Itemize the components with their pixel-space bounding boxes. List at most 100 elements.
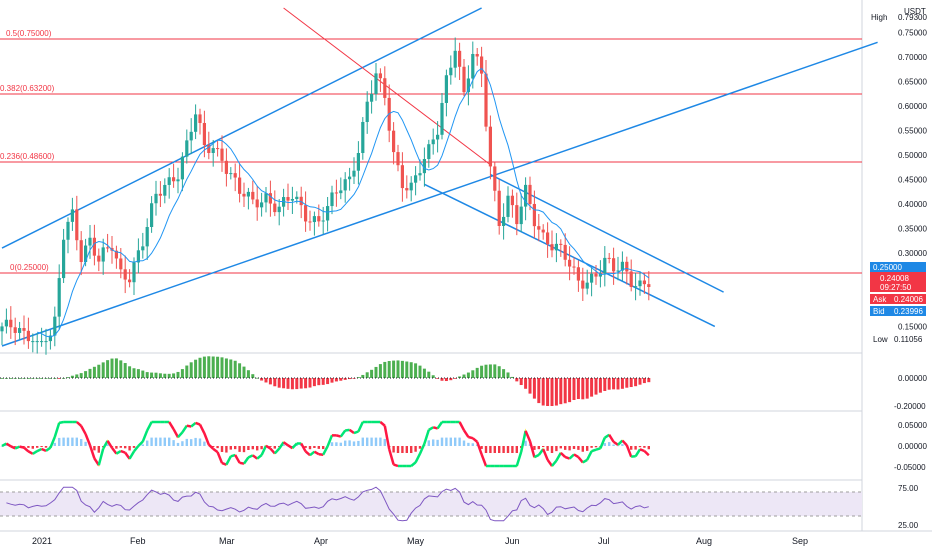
- candle-body: [502, 217, 505, 226]
- wave-bar: [146, 441, 148, 446]
- wave-bar: [555, 446, 557, 451]
- wave-bar: [507, 446, 509, 453]
- channel-line[interactable]: [2, 42, 878, 346]
- pane-separators: [0, 0, 932, 531]
- macd-bar: [229, 359, 232, 378]
- candle-body: [238, 178, 241, 194]
- wave-segment: [174, 429, 178, 437]
- wave-bar: [639, 446, 641, 447]
- candle-body: [203, 123, 206, 145]
- macd-bar: [287, 378, 290, 389]
- wave-bar: [379, 438, 381, 446]
- wave-segment: [77, 422, 81, 426]
- candle-body: [405, 188, 408, 190]
- wave-bar: [62, 438, 64, 446]
- wave-bar: [463, 441, 465, 446]
- macd-bar: [414, 363, 417, 378]
- macd-bar: [617, 378, 620, 389]
- wave-bar: [238, 446, 240, 452]
- candle-body: [264, 193, 267, 202]
- macd-bar: [317, 378, 320, 385]
- candle-body: [304, 205, 307, 221]
- wave-bar: [489, 446, 491, 453]
- candle-body: [440, 103, 443, 135]
- candle-body: [234, 173, 237, 177]
- candle-body: [537, 226, 540, 229]
- candle-body: [27, 331, 30, 341]
- wave-segment: [253, 455, 257, 458]
- wave-bar: [172, 440, 174, 446]
- macd-bar: [300, 378, 303, 389]
- time-tick: Jun: [505, 536, 520, 546]
- trend-channels[interactable]: [2, 8, 878, 346]
- fib-label-0.382: 0.382(0.63200): [0, 84, 55, 93]
- wave-segment: [583, 460, 587, 463]
- wave-bar: [181, 441, 183, 446]
- macd-bar: [419, 366, 422, 378]
- candle-body: [515, 205, 518, 224]
- candle-body: [634, 286, 637, 287]
- wave-bar: [502, 446, 504, 453]
- macd-bar: [106, 360, 109, 378]
- wave-segment: [213, 449, 217, 452]
- wave-bar: [450, 438, 452, 446]
- price-tick: 0.50000: [898, 151, 927, 160]
- wave-segment: [59, 422, 63, 423]
- candle-countdown: 09:27:50: [880, 283, 912, 292]
- candle-body: [146, 227, 149, 246]
- wave-bar: [634, 446, 636, 450]
- bid-value: 0.23996: [894, 307, 923, 316]
- macd-bar: [75, 374, 78, 378]
- fib-levels[interactable]: 0.5(0.75000) 0.382(0.63200) 0.236(0.4860…: [0, 29, 862, 273]
- wave-segment: [592, 450, 596, 451]
- wave-bar: [472, 443, 474, 446]
- wave-bar: [546, 446, 548, 451]
- wave-segment: [468, 437, 472, 438]
- macd-bar: [581, 378, 584, 399]
- wave-bar: [32, 446, 34, 449]
- wave-bar: [216, 446, 218, 448]
- price-axis[interactable]: USDT High 0.79300 0.750000.700000.650000…: [870, 7, 927, 344]
- candle-body: [229, 173, 232, 174]
- time-tick: Sep: [792, 536, 808, 546]
- macd-bar: [194, 360, 197, 378]
- candle-body: [242, 194, 245, 197]
- wave-bar: [344, 441, 346, 446]
- wave-bar: [406, 446, 408, 453]
- candle-body: [568, 260, 571, 267]
- wave-bar: [414, 446, 416, 452]
- macd-bar: [168, 374, 171, 378]
- macd-bar: [216, 357, 219, 378]
- candle-body: [572, 267, 575, 268]
- wave-bar: [71, 438, 73, 446]
- candle-body: [44, 341, 47, 342]
- wave-bar: [577, 446, 579, 450]
- candle-body: [102, 247, 105, 261]
- candle-body: [533, 204, 536, 226]
- candle-body: [418, 173, 421, 175]
- wave-segment: [116, 451, 120, 454]
- candle-body: [322, 221, 325, 222]
- wave-segment: [416, 454, 420, 463]
- candle-body: [14, 327, 17, 333]
- wave-segment: [196, 423, 200, 425]
- low-value: 0.11056: [894, 335, 923, 344]
- price-tick: 0.70000: [898, 53, 927, 62]
- diagonal-trend-line[interactable]: [284, 8, 491, 165]
- wave-bar: [54, 443, 56, 446]
- wave-segment: [112, 448, 116, 454]
- wave-bar: [595, 446, 597, 447]
- candle-body: [66, 222, 69, 240]
- time-tick: Apr: [314, 536, 328, 546]
- macd-bar: [150, 373, 153, 378]
- candle-body: [198, 114, 201, 123]
- candle-body: [449, 68, 452, 76]
- wave-bar: [573, 446, 575, 449]
- wave-bar: [84, 442, 86, 446]
- wave-bar: [247, 446, 249, 450]
- wave-bar: [93, 446, 95, 450]
- candle-body: [520, 207, 523, 224]
